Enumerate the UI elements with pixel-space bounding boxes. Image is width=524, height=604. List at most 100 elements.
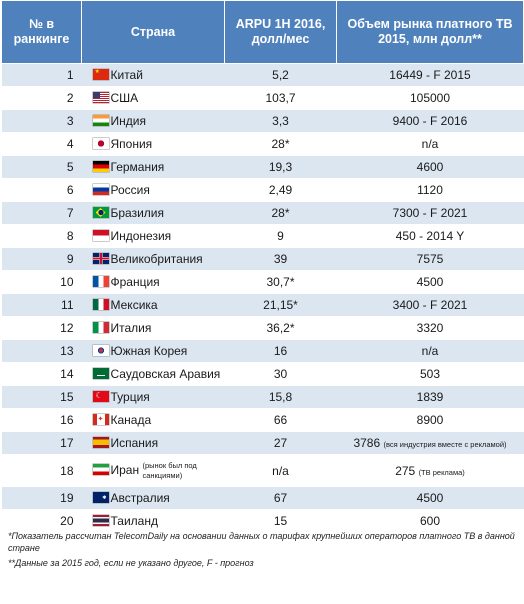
mexico-flag-icon <box>92 299 109 310</box>
rank-cell: 8 <box>1 224 82 248</box>
table-row: 19 Австралия 67 4500 <box>1 486 524 510</box>
country-name: Бразилия <box>110 206 165 220</box>
thailand-flag-icon <box>92 515 109 526</box>
country-cell: Великобритания <box>81 247 225 271</box>
iran-flag-icon <box>92 463 109 475</box>
country-cell: Мексика <box>81 293 225 317</box>
rank-cell: 20 <box>1 509 82 533</box>
arpu-cell: 36,2* <box>224 316 337 340</box>
table-row: 20 Таиланд 15 600 <box>1 509 524 533</box>
header-market: Объем рынка платного ТВ 2015, млн долл** <box>336 0 524 64</box>
spain-flag-icon <box>92 437 109 448</box>
japan-flag-icon <box>92 138 109 149</box>
market-cell: 16449 - F 2015 <box>336 63 524 87</box>
market-cell: 4500 <box>336 270 524 294</box>
country-name: Франция <box>110 275 160 289</box>
country-name: Япония <box>110 137 153 151</box>
market-note: (вся индустрия вместе с рекламой) <box>383 440 507 449</box>
country-note: (рынок был под санкциями) <box>142 460 197 480</box>
rank-cell: 2 <box>1 86 82 110</box>
usa-flag-icon <box>92 92 109 103</box>
country-cell: Иран (рынок был под санкциями) <box>81 454 225 487</box>
market-cell: 3786 (вся индустрия вместе с рекламой) <box>336 431 524 455</box>
table-row: 14 Саудовская Аравия 30 503 <box>1 362 524 386</box>
country-cell: Германия <box>81 155 225 179</box>
market-cell: 8900 <box>336 408 524 432</box>
country-cell: Южная Корея <box>81 339 225 363</box>
rank-cell: 17 <box>1 431 82 455</box>
table-header-row: № в ранкинге Страна ARPU 1H 2016, долл/м… <box>1 0 524 64</box>
canada-flag-icon <box>92 414 109 425</box>
country-cell: Индонезия <box>81 224 225 248</box>
table-row: 1 Китай 5,2 16449 - F 2015 <box>1 63 524 87</box>
arpu-cell: 3,3 <box>224 109 337 133</box>
country-cell: Испания <box>81 431 225 455</box>
rank-cell: 10 <box>1 270 82 294</box>
arpu-cell: 66 <box>224 408 337 432</box>
table-row: 4 Япония 28* n/a <box>1 132 524 156</box>
market-cell: n/a <box>336 132 524 156</box>
country-name: Южная Корея <box>110 344 188 358</box>
market-cell: n/a <box>336 339 524 363</box>
rank-cell: 6 <box>1 178 82 202</box>
market-cell: 3320 <box>336 316 524 340</box>
market-cell: 105000 <box>336 86 524 110</box>
table-row: 16 Канада 66 8900 <box>1 408 524 432</box>
rank-cell: 9 <box>1 247 82 271</box>
market-cell: 1120 <box>336 178 524 202</box>
table-row: 17 Испания 27 3786 (вся индустрия вместе… <box>1 431 524 455</box>
arpu-cell: 30 <box>224 362 337 386</box>
country-cell: Саудовская Аравия <box>81 362 225 386</box>
table-row: 5 Германия 19,3 4600 <box>1 155 524 179</box>
country-name: Россия <box>110 183 150 197</box>
arpu-cell: 15 <box>224 509 337 533</box>
arpu-cell: 9 <box>224 224 337 248</box>
table-row: 15 Турция 15,8 1839 <box>1 385 524 409</box>
indonesia-flag-icon <box>92 230 109 241</box>
country-cell: Китай <box>81 63 225 87</box>
country-name: Индонезия <box>110 229 172 243</box>
table-row: 13 Южная Корея 16 n/a <box>1 339 524 363</box>
rank-cell: 13 <box>1 339 82 363</box>
russia-flag-icon <box>92 184 109 195</box>
market-cell: 7300 - F 2021 <box>336 201 524 225</box>
country-name: Саудовская Аравия <box>110 367 221 381</box>
rank-cell: 15 <box>1 385 82 409</box>
market-cell: 4600 <box>336 155 524 179</box>
country-name: Австралия <box>110 491 170 505</box>
market-cell: 503 <box>336 362 524 386</box>
rank-cell: 14 <box>1 362 82 386</box>
country-name: Великобритания <box>110 252 203 266</box>
arpu-cell: n/a <box>224 454 337 487</box>
south-korea-flag-icon <box>92 345 109 356</box>
arpu-cell: 39 <box>224 247 337 271</box>
arpu-cell: 15,8 <box>224 385 337 409</box>
country-cell: Турция <box>81 385 225 409</box>
country-name: Китай <box>110 68 143 82</box>
uk-flag-icon <box>92 253 109 264</box>
country-cell: Австралия <box>81 486 225 510</box>
table-row: 7 Бразилия 28* 7300 - F 2021 <box>1 201 524 225</box>
country-cell: Россия <box>81 178 225 202</box>
market-cell: 4500 <box>336 486 524 510</box>
country-name: Иран <box>110 462 140 477</box>
country-cell: США <box>81 86 225 110</box>
table-row: 6 Россия 2,49 1120 <box>1 178 524 202</box>
market-cell: 275 (ТВ реклама) <box>336 454 524 487</box>
france-flag-icon <box>92 276 109 287</box>
market-value: 3786 <box>353 436 381 450</box>
country-cell: Индия <box>81 109 225 133</box>
table-row: 18 Иран (рынок был под санкциями) n/a 27… <box>1 454 524 487</box>
australia-flag-icon <box>92 492 109 503</box>
footnote-arpu: *Показатель рассчитан TelecomDaily на ос… <box>8 531 515 553</box>
rank-cell: 16 <box>1 408 82 432</box>
arpu-cell: 28* <box>224 132 337 156</box>
arpu-cell: 2,49 <box>224 178 337 202</box>
arpu-cell: 5,2 <box>224 63 337 87</box>
country-name: Канада <box>110 413 152 427</box>
market-cell: 600 <box>336 509 524 533</box>
rank-cell: 1 <box>1 63 82 87</box>
market-value: 275 <box>395 463 416 478</box>
rank-cell: 3 <box>1 109 82 133</box>
rank-cell: 19 <box>1 486 82 510</box>
